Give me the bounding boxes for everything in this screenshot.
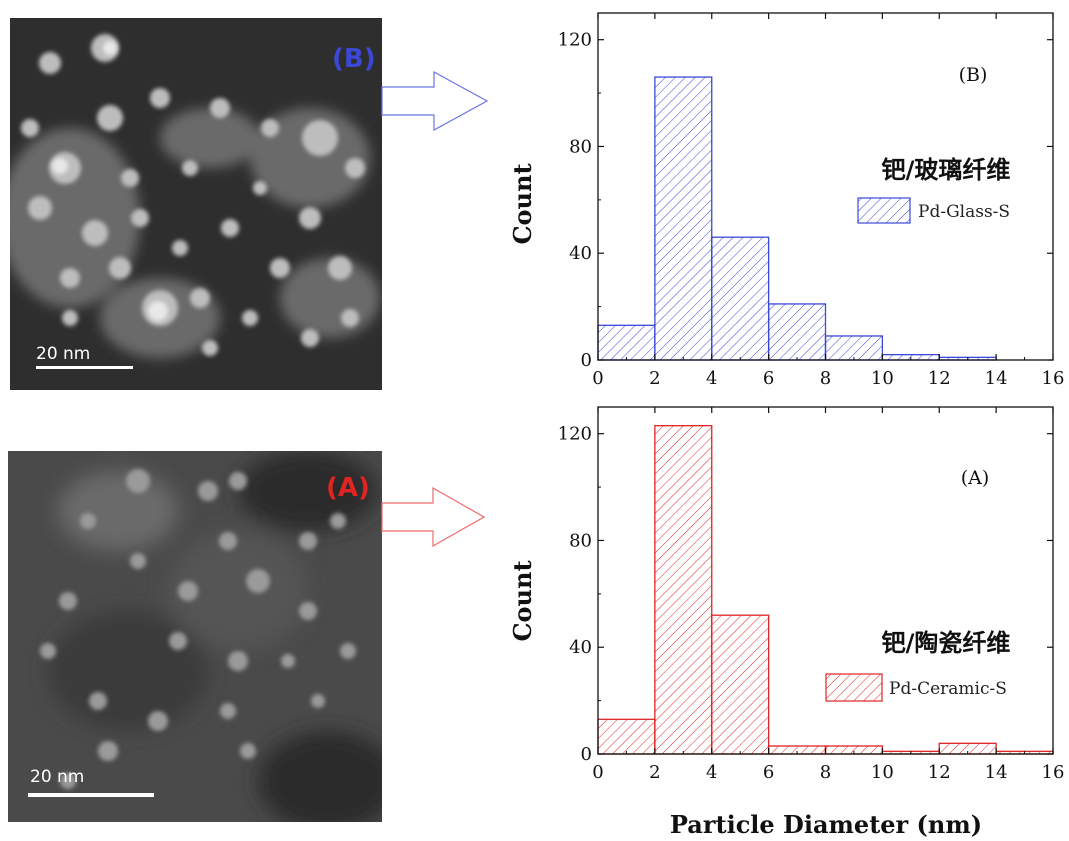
histogram-bar-b-1 xyxy=(654,76,713,361)
arrow-a xyxy=(381,486,486,548)
xlabel-a: Particle Diameter (nm) xyxy=(670,810,982,839)
histogram-bar-a-0 xyxy=(597,718,656,755)
xtick-label-a-2: 4 xyxy=(706,762,717,783)
xtick-label-b-4: 8 xyxy=(820,368,831,389)
scale-label-b: 20 nm xyxy=(36,344,91,364)
xtick-label-a-7: 14 xyxy=(985,762,1008,783)
ytick-label-b-0: 0 xyxy=(581,350,592,371)
ytick-label-b-3: 120 xyxy=(558,30,592,51)
tem-texture-a xyxy=(8,451,382,822)
tem-image-a: (A) 20 nm xyxy=(8,451,382,822)
legend-title-a: 钯/陶瓷纤维 xyxy=(882,629,1011,657)
xtick-label-a-1: 2 xyxy=(649,762,660,783)
scale-bar-a xyxy=(28,793,154,797)
ytick-label-a-3: 120 xyxy=(558,424,592,445)
ylabel-b: Count xyxy=(508,163,537,244)
xtick-label-a-8: 16 xyxy=(1042,762,1065,783)
xtick-label-a-5: 10 xyxy=(871,762,894,783)
ytick-label-b-1: 40 xyxy=(569,243,592,264)
tem-texture-b xyxy=(10,18,382,390)
xtick-label-b-0: 0 xyxy=(592,368,603,389)
legend-title-b: 钯/玻璃纤维 xyxy=(882,156,1011,184)
bars-b xyxy=(597,76,997,361)
ytick-label-a-0: 0 xyxy=(581,744,592,765)
ticks-b: 0 2 4 6 8 10 12 14 16 0 40 80 120 xyxy=(558,13,1065,389)
histogram-bar-a-2 xyxy=(711,614,770,755)
scale-bar-b xyxy=(36,366,133,369)
arrow-b xyxy=(381,70,489,132)
xtick-label-a-3: 6 xyxy=(763,762,774,783)
xtick-label-b-6: 12 xyxy=(928,368,951,389)
legend-swatch-a xyxy=(825,673,883,702)
histogram-bar-a-1 xyxy=(654,425,713,755)
xtick-label-a-4: 8 xyxy=(820,762,831,783)
histogram-bar-b-3 xyxy=(767,303,827,361)
annotation-b: (B) xyxy=(959,64,988,86)
xtick-label-a-0: 0 xyxy=(592,762,603,783)
legend-label-a: Pd-Ceramic-S xyxy=(889,679,1007,699)
ytick-label-a-2: 80 xyxy=(569,530,592,551)
xtick-label-b-2: 4 xyxy=(706,368,717,389)
legend-swatch-b xyxy=(857,197,911,224)
ytick-label-b-2: 80 xyxy=(569,136,592,157)
xtick-label-a-6: 12 xyxy=(928,762,951,783)
xtick-label-b-8: 16 xyxy=(1042,368,1065,389)
annotation-a: (A) xyxy=(961,467,990,489)
tem-image-b: (B) 20 nm xyxy=(10,18,382,390)
xtick-label-b-5: 10 xyxy=(871,368,894,389)
panel-label-b: (B) xyxy=(332,44,376,74)
histogram-bar-b-2 xyxy=(711,236,770,361)
panel-label-a: (A) xyxy=(326,473,370,503)
scale-label-a: 20 nm xyxy=(30,767,85,787)
ticks-a: 0 2 4 6 8 10 12 14 16 0 40 80 120 xyxy=(558,407,1065,783)
ytick-label-a-1: 40 xyxy=(569,637,592,658)
xtick-label-b-1: 2 xyxy=(649,368,660,389)
ylabel-a: Count xyxy=(508,560,537,641)
xtick-label-b-3: 6 xyxy=(763,368,774,389)
xtick-label-b-7: 14 xyxy=(985,368,1008,389)
legend-label-b: Pd-Glass-S xyxy=(918,202,1010,222)
